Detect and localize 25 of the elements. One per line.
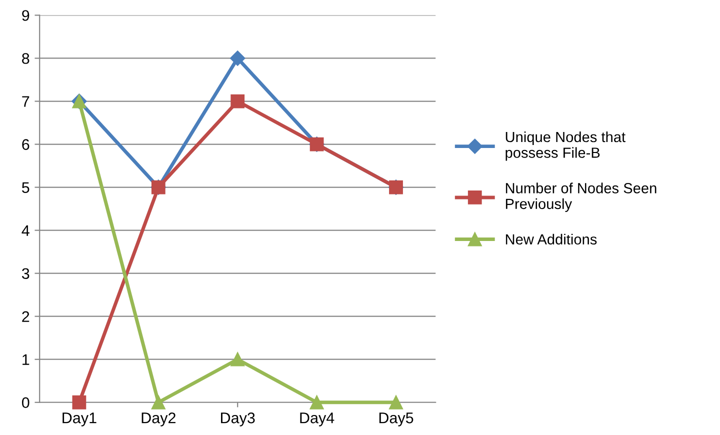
- y-tick-label: 1: [22, 354, 30, 365]
- point: [230, 352, 245, 366]
- point: [230, 50, 246, 66]
- x-tick-label: Day4: [300, 412, 334, 426]
- y-tick-label: 2: [22, 311, 30, 322]
- x-tick-label: Day1: [62, 412, 96, 426]
- point: [151, 395, 166, 410]
- point: [72, 395, 86, 410]
- x-tick-label: Day2: [142, 412, 176, 426]
- legend-label: Number of Nodes Seen Previously: [506, 182, 656, 212]
- y-tick-label: 3: [22, 268, 30, 280]
- y-tick-label: 6: [22, 139, 30, 150]
- legend-label: New Additions: [506, 234, 597, 245]
- y-tick-label: 9: [22, 10, 30, 21]
- x-tick-label: Day5: [379, 412, 414, 426]
- y-tick-label: 8: [22, 53, 30, 64]
- legend-label: Unique Nodes that possess File-B: [506, 131, 626, 161]
- y-tick-label: 5: [22, 182, 30, 193]
- point: [310, 395, 324, 410]
- y-tick-label: 0: [22, 397, 30, 408]
- y-tick-label: 7: [22, 96, 30, 107]
- x-tick-label: Day3: [221, 412, 255, 426]
- point: [389, 395, 403, 410]
- y-tick-label: 4: [22, 225, 30, 236]
- point: [230, 94, 245, 108]
